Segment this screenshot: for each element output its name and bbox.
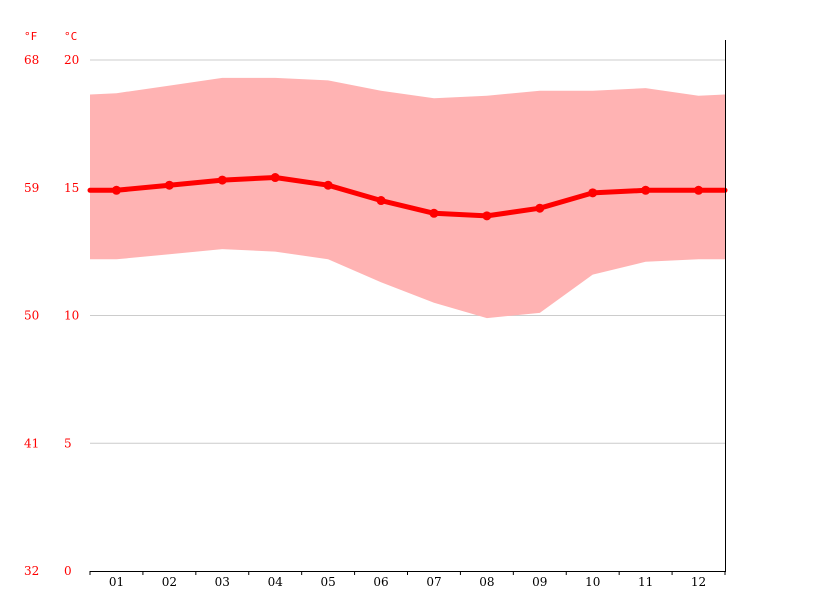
y-tick-label-fahrenheit: 68 xyxy=(24,53,39,67)
mean-point-11 xyxy=(641,185,651,195)
y-axis-labels: °F °C 32 0 41 5 50 10 59 15 68 20 xyxy=(24,30,79,578)
mean-point-12 xyxy=(694,185,704,195)
y-tick-label-fahrenheit: 50 xyxy=(24,309,39,323)
y-tick-label-fahrenheit: 32 xyxy=(24,564,39,578)
x-tick-label-03: 03 xyxy=(215,575,230,589)
mean-point-03 xyxy=(217,175,227,185)
x-axis-labels: 01 02 03 04 05 06 07 08 09 10 11 12 xyxy=(109,575,706,589)
y-tick-label-celsius: 10 xyxy=(64,309,79,323)
x-tick-label-07: 07 xyxy=(426,575,441,589)
mean-point-04 xyxy=(270,173,280,183)
mean-point-09 xyxy=(535,203,545,213)
y-tick-label-celsius: 20 xyxy=(64,53,79,67)
mean-point-02 xyxy=(164,180,174,190)
y-tick-label-celsius: 0 xyxy=(64,564,72,578)
x-tick-label-08: 08 xyxy=(479,575,494,589)
y-tick-label-celsius: 5 xyxy=(64,436,72,450)
mean-point-05 xyxy=(323,180,333,190)
axes xyxy=(89,40,726,575)
x-tick-label-06: 06 xyxy=(373,575,388,589)
y-tick-label-fahrenheit: 41 xyxy=(24,436,39,450)
x-tick-label-02: 02 xyxy=(162,575,177,589)
x-tick-label-04: 04 xyxy=(268,575,284,589)
mean-point-06 xyxy=(376,196,386,206)
x-tick-label-01: 01 xyxy=(109,575,124,589)
mean-temperature-line xyxy=(87,175,728,219)
x-tick-label-11: 11 xyxy=(638,575,653,589)
fahrenheit-unit-label: °F xyxy=(24,30,37,43)
celsius-unit-label: °C xyxy=(64,30,77,43)
min-max-temperature-band xyxy=(90,77,725,319)
y-tick-label-fahrenheit: 59 xyxy=(24,181,39,195)
mean-temperature-points xyxy=(111,173,704,221)
mean-point-08 xyxy=(482,211,492,221)
mean-point-01 xyxy=(111,185,121,195)
y-tick-label-celsius: 15 xyxy=(64,181,79,195)
x-tick-label-10: 10 xyxy=(585,575,600,589)
x-tick-label-05: 05 xyxy=(320,575,335,589)
mean-point-10 xyxy=(588,188,598,198)
mean-point-07 xyxy=(429,208,439,218)
x-tick-label-09: 09 xyxy=(532,575,547,589)
x-tick-label-12: 12 xyxy=(691,575,706,589)
